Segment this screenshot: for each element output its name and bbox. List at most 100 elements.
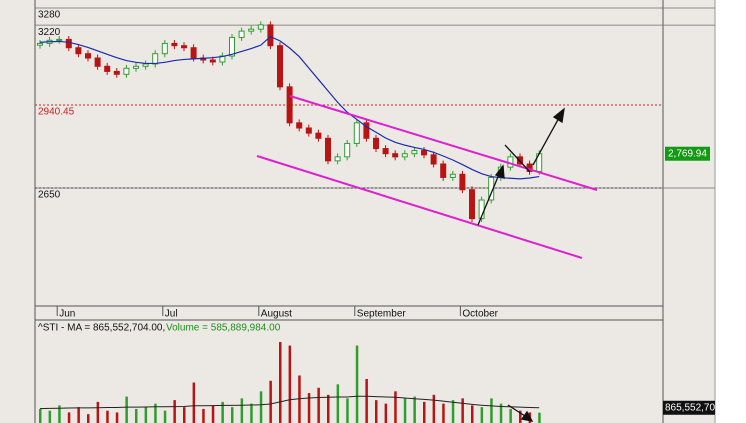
x-tick-label: August — [261, 309, 292, 320]
volume-bar — [77, 407, 80, 423]
volume-bar — [58, 405, 61, 423]
volume-bar — [307, 393, 311, 423]
last-price-label: 2,769.94 — [668, 148, 707, 159]
arrow-head — [494, 164, 505, 179]
x-tick-label: Jul — [165, 309, 178, 320]
candle-body — [296, 122, 303, 129]
candle-body — [161, 42, 168, 55]
candle-body — [133, 65, 139, 69]
trend-line — [504, 144, 531, 173]
volume-bar — [413, 396, 416, 423]
candle-body — [171, 42, 178, 47]
volume-bar — [202, 408, 205, 423]
candle-body — [94, 57, 101, 67]
candle-body — [421, 150, 427, 156]
axis-labels: 3280 3220 2650 2940.45 Jun Jul August September… — [38, 10, 715, 415]
volume-bar — [240, 398, 244, 423]
volume-bar — [106, 410, 109, 423]
candle-body — [75, 47, 82, 55]
volume-bar — [39, 408, 42, 423]
candle-body — [315, 132, 322, 139]
volume-bar — [183, 407, 186, 423]
channel — [256, 95, 598, 259]
x-tick-label: September — [357, 309, 407, 320]
side-strip — [715, 0, 746, 423]
volume-bar — [67, 412, 71, 423]
candle-body — [459, 173, 466, 191]
volume-bar — [211, 405, 215, 423]
volume-bar — [490, 398, 493, 423]
volume-bar — [461, 398, 464, 423]
candle-body — [190, 47, 197, 59]
volume-bar — [384, 403, 388, 423]
volume-bar — [355, 345, 359, 423]
volume-bar — [192, 382, 196, 423]
candle-body — [286, 86, 293, 124]
last-price-box — [665, 146, 710, 161]
volume-bar — [298, 375, 301, 423]
candle-body — [181, 45, 187, 49]
volume-bar — [87, 414, 90, 423]
candle-body — [65, 38, 72, 49]
volume-bar — [221, 401, 224, 423]
volume-ma — [39, 395, 540, 410]
moving-average — [39, 35, 540, 180]
candle-body — [334, 156, 341, 162]
volume-bar — [125, 396, 128, 423]
volume-bar — [154, 403, 157, 423]
candle-body — [123, 67, 130, 75]
volume-bar — [288, 345, 292, 423]
volume-bar — [432, 394, 436, 423]
volume-bar — [403, 398, 407, 423]
candle-body — [411, 150, 418, 155]
channel-lower — [256, 155, 583, 259]
candle-body — [325, 137, 331, 162]
volume-bar — [231, 407, 234, 423]
reference-label: 2940.45 — [38, 107, 75, 118]
volume-bar — [135, 408, 138, 423]
candle-body — [277, 45, 283, 88]
x-tick-label: October — [462, 309, 498, 320]
channel-upper — [289, 95, 598, 191]
candle-body — [469, 189, 475, 220]
volume-bar — [451, 400, 455, 423]
arrow — [477, 171, 501, 226]
arrow-head — [552, 107, 565, 124]
y-tick-label: 3220 — [38, 27, 61, 38]
candle-body — [373, 137, 379, 150]
y-tick-label: 2650 — [38, 190, 61, 201]
candle-body — [37, 42, 43, 46]
candle-body — [152, 53, 159, 65]
volume-bar — [317, 387, 320, 423]
candle-body — [449, 173, 456, 178]
volume-bar — [173, 400, 176, 423]
volume-label: Volume = 585,889,984.00 — [166, 323, 281, 334]
volume-bar — [96, 401, 100, 423]
arrows — [477, 107, 565, 422]
last-ma-box — [663, 400, 715, 415]
volume-bar — [499, 403, 503, 423]
volume-bar — [327, 394, 330, 423]
arrow — [532, 115, 561, 166]
candle-body — [229, 36, 235, 57]
candle-body — [248, 28, 255, 32]
candle-body — [401, 153, 408, 158]
arrow-head — [520, 410, 534, 422]
candle-body — [382, 148, 389, 155]
volume-bar — [269, 380, 272, 423]
x-tick-label: Jun — [59, 309, 75, 320]
volume-bar — [519, 410, 522, 423]
volume-bar — [375, 400, 378, 423]
candle-body — [363, 122, 370, 139]
candle-body — [257, 24, 264, 30]
volume-ma-label: ^STI - MA = 865,552,704.00, — [38, 323, 165, 334]
candle-body — [104, 65, 111, 72]
volume-bar — [394, 391, 397, 423]
candle-body — [85, 53, 91, 59]
volume-bar — [365, 379, 368, 423]
candle-body — [142, 63, 149, 67]
volume-bar — [480, 407, 484, 423]
